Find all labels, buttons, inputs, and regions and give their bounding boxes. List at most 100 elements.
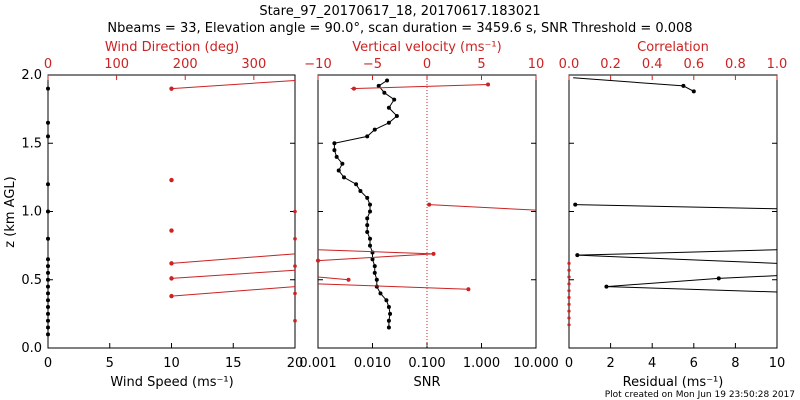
correlation-point bbox=[567, 275, 571, 279]
panel1-frame bbox=[47, 74, 296, 349]
wind-direction-line bbox=[171, 286, 296, 297]
wind-direction-line bbox=[171, 253, 296, 264]
wind-speed-point bbox=[46, 311, 50, 316]
top-tick-label: 0 bbox=[44, 57, 52, 72]
wind-direction-edge-point bbox=[293, 291, 297, 296]
residual-line bbox=[577, 254, 778, 264]
correlation-point bbox=[567, 261, 571, 265]
wind-direction-edge-point bbox=[293, 209, 297, 214]
snr-point bbox=[342, 175, 347, 180]
wind-speed-point bbox=[46, 284, 50, 289]
wind-speed-point bbox=[46, 182, 50, 187]
x-tick-label: 15 bbox=[225, 356, 242, 371]
snr-point bbox=[370, 257, 375, 262]
residual-line bbox=[577, 249, 778, 256]
wind-speed-point bbox=[46, 86, 50, 91]
wind-direction-line bbox=[171, 269, 296, 279]
snr-point bbox=[386, 305, 391, 310]
wind-speed-point bbox=[46, 318, 50, 323]
wind-speed-point bbox=[46, 298, 50, 303]
correlation-point bbox=[567, 295, 571, 300]
correlation-point bbox=[567, 268, 571, 272]
snr-point bbox=[365, 229, 370, 234]
x-tick-label: 20 bbox=[287, 356, 304, 371]
x-tick-label: 1.000 bbox=[463, 356, 500, 371]
snr-line bbox=[333, 80, 398, 328]
residual-line bbox=[606, 277, 719, 288]
snr-point bbox=[394, 113, 399, 118]
snr-point bbox=[372, 264, 377, 269]
snr-point bbox=[370, 250, 375, 255]
vertical-velocity-point bbox=[427, 202, 432, 207]
y-tick-label: 1.0 bbox=[21, 205, 42, 220]
y-tick-label: 0.0 bbox=[21, 341, 42, 356]
panel2-top-axis-label: Vertical velocity (ms⁻¹) bbox=[352, 40, 501, 55]
snr-point bbox=[365, 216, 370, 221]
x-tick-label: 10.000 bbox=[513, 356, 559, 371]
residual-point bbox=[575, 253, 580, 258]
wind-speed-point bbox=[46, 305, 50, 310]
wind-direction-point bbox=[169, 86, 174, 91]
wind-speed-point bbox=[46, 134, 50, 139]
snr-point bbox=[368, 202, 373, 207]
correlation-point bbox=[567, 309, 571, 313]
wind-speed-point bbox=[46, 236, 50, 241]
top-tick-label: 0.6 bbox=[683, 57, 704, 72]
wind-direction-point bbox=[169, 276, 174, 281]
residual-line bbox=[573, 77, 695, 92]
snr-point bbox=[378, 291, 383, 296]
residual-line bbox=[718, 275, 778, 279]
vertical-velocity-line bbox=[317, 283, 469, 290]
snr-point bbox=[372, 270, 377, 275]
vertical-velocity-line bbox=[429, 204, 537, 211]
x-tick-label: 6 bbox=[690, 356, 698, 371]
snr-point bbox=[365, 195, 370, 200]
wind-speed-point bbox=[46, 209, 50, 214]
vertical-velocity-point bbox=[486, 82, 491, 87]
vertical-velocity-line bbox=[317, 276, 349, 281]
top-tick-label: 0.2 bbox=[600, 57, 621, 72]
vertical-velocity-line bbox=[350, 84, 489, 90]
wind-speed-point bbox=[46, 257, 50, 262]
snr-point bbox=[332, 141, 337, 146]
panel2-x-axis-label: SNR bbox=[413, 375, 440, 390]
vertical-velocity-point bbox=[346, 277, 351, 282]
residual-point bbox=[604, 284, 609, 289]
panel2-frame bbox=[317, 74, 537, 349]
vertical-velocity-line bbox=[317, 249, 434, 255]
x-tick-label: 8 bbox=[731, 356, 739, 371]
plot-created-footer: Plot created on Mon Jun 19 23:50:28 2017 bbox=[605, 390, 795, 400]
wind-speed-point bbox=[46, 270, 50, 275]
y-tick-label: 2.0 bbox=[21, 68, 42, 83]
panel1-x-axis-label: Wind Speed (ms⁻¹) bbox=[110, 375, 233, 390]
residual-point bbox=[691, 89, 696, 94]
wind-direction-edge-point bbox=[293, 237, 297, 241]
snr-point bbox=[372, 127, 377, 132]
snr-point bbox=[386, 120, 391, 125]
panel1-top-axis-label: Wind Direction (deg) bbox=[105, 40, 239, 55]
top-tick-label: 0.0 bbox=[559, 57, 580, 72]
residual-line bbox=[606, 286, 778, 293]
panel3-x-axis-label: Residual (ms⁻¹) bbox=[623, 375, 724, 390]
x-tick-label: 10 bbox=[163, 356, 180, 371]
top-tick-label: 10 bbox=[528, 57, 545, 72]
panel3-top-axis-label: Correlation bbox=[637, 40, 709, 55]
vertical-velocity-line bbox=[317, 253, 434, 262]
vertical-velocity-point bbox=[316, 258, 320, 263]
top-tick-label: 5 bbox=[477, 57, 485, 72]
top-tick-label: 200 bbox=[173, 57, 198, 72]
correlation-point bbox=[567, 316, 571, 320]
snr-point bbox=[365, 134, 370, 139]
wind-direction-point bbox=[169, 293, 174, 299]
snr-point bbox=[332, 148, 337, 153]
x-tick-label: 10 bbox=[769, 356, 786, 371]
residual-line bbox=[575, 204, 778, 210]
snr-point bbox=[354, 182, 359, 187]
x-tick-label: 4 bbox=[648, 356, 656, 371]
wind-direction-point bbox=[169, 228, 174, 233]
wind-speed-point bbox=[46, 291, 50, 296]
wind-direction-point bbox=[169, 261, 174, 266]
snr-point bbox=[385, 78, 390, 83]
snr-point bbox=[384, 298, 389, 303]
x-tick-label: 0 bbox=[44, 356, 52, 371]
